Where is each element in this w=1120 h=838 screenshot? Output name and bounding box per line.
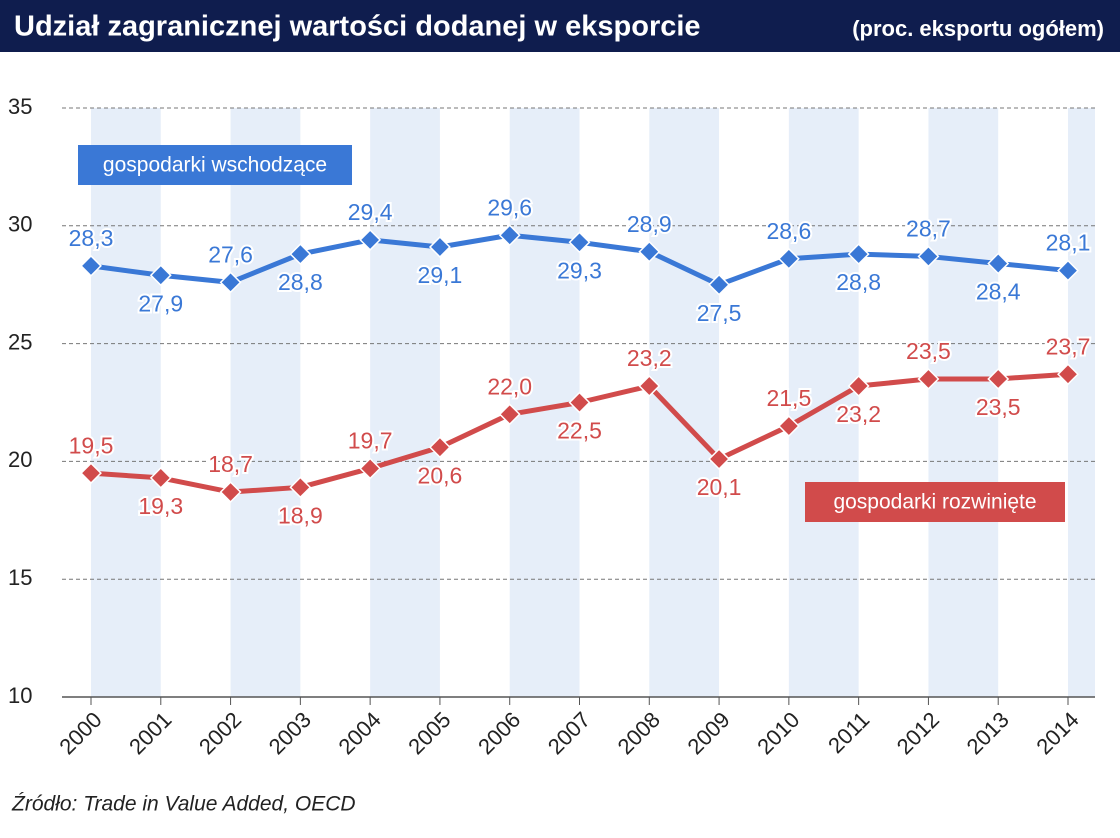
- bands: [91, 108, 1095, 697]
- legend-label: gospodarki wschodzące: [103, 154, 327, 177]
- title-bar: [0, 0, 1120, 52]
- value-label: 29,1: [418, 262, 463, 288]
- value-label: 27,5: [697, 300, 742, 326]
- source: Źródło: Trade in Value Added, OECD: [11, 793, 356, 816]
- value-label: 27,9: [138, 290, 183, 316]
- marker: [1057, 259, 1079, 282]
- marker: [638, 375, 661, 397]
- plot: 28,3 27,9 27,6 28,8 29,4 29,1 29,6 29,3 28,9 27,5…: [67, 145, 1092, 530]
- band: [788, 108, 859, 697]
- band: [649, 108, 720, 697]
- value-label: 23,7: [1046, 333, 1091, 359]
- legend-label: gospodarki rozwinięte: [833, 491, 1036, 514]
- y-tick-label: 15: [8, 565, 32, 590]
- value-label: 23,5: [976, 394, 1021, 420]
- value-label: 28,4: [976, 279, 1021, 305]
- value-label: 19,5: [69, 432, 114, 458]
- value-label: 28,3: [69, 225, 114, 251]
- marker: [917, 367, 940, 390]
- value-label: 29,4: [348, 199, 393, 225]
- marker: [219, 271, 242, 294]
- marker: [498, 403, 521, 426]
- y-tick-label: 30: [8, 212, 32, 237]
- value-label: 20,6: [418, 462, 463, 488]
- marker: [708, 273, 731, 296]
- marker: [568, 231, 591, 254]
- subtitle: (proc. eksportu ogółem): [852, 16, 1104, 41]
- marker: [289, 476, 312, 499]
- marker: [498, 224, 521, 247]
- marker: [359, 457, 382, 480]
- marker: [1057, 363, 1079, 386]
- y-tick-label: 20: [8, 447, 32, 472]
- marker: [987, 252, 1010, 275]
- value-label: 19,3: [138, 493, 183, 519]
- value-label: 28,8: [278, 269, 323, 295]
- band: [91, 108, 161, 697]
- value-label: 19,7: [348, 428, 393, 454]
- value-label: 23,5: [906, 338, 951, 364]
- band: [370, 108, 440, 697]
- marker: [80, 462, 102, 485]
- marker: [777, 247, 800, 270]
- y-tick-label: 25: [8, 329, 32, 354]
- marker: [847, 243, 870, 266]
- value-label: 18,9: [278, 502, 323, 528]
- marker: [359, 228, 382, 251]
- marker: [917, 245, 940, 268]
- value-label: 20,1: [697, 474, 742, 500]
- title: Udział zagranicznej wartości dodanej w e…: [14, 11, 701, 43]
- y-tick-label: 10: [8, 683, 32, 708]
- marker: [987, 367, 1010, 390]
- y-tick-label: 35: [8, 94, 32, 119]
- marker: [80, 254, 102, 277]
- value-label: 22,5: [557, 418, 602, 444]
- value-label: 29,3: [557, 257, 602, 283]
- marker: [777, 415, 800, 438]
- value-label: 28,9: [627, 211, 672, 237]
- value-label: 23,2: [627, 345, 672, 371]
- marker: [219, 481, 242, 503]
- marker: [847, 375, 870, 397]
- marker: [708, 448, 731, 471]
- value-label: 28,7: [906, 216, 951, 242]
- value-label: 22,0: [487, 373, 532, 399]
- legend-box: [78, 145, 352, 185]
- value-label: 27,6: [208, 241, 253, 267]
- value-label: 29,6: [487, 194, 532, 220]
- value-label: 23,2: [836, 401, 881, 427]
- value-label: 21,5: [766, 385, 811, 411]
- band: [1068, 108, 1095, 697]
- band: [928, 108, 999, 697]
- value-label: 28,1: [1046, 230, 1091, 256]
- value-label: 28,8: [836, 269, 881, 295]
- value-label: 28,6: [766, 218, 811, 244]
- marker: [149, 264, 172, 287]
- marker: [428, 436, 451, 459]
- marker: [568, 391, 591, 414]
- legend-box: [805, 482, 1065, 522]
- marker: [289, 243, 312, 266]
- value-label: 18,7: [208, 451, 253, 477]
- marker: [149, 466, 172, 489]
- marker: [428, 236, 451, 258]
- marker: [638, 240, 661, 263]
- band: [230, 108, 301, 697]
